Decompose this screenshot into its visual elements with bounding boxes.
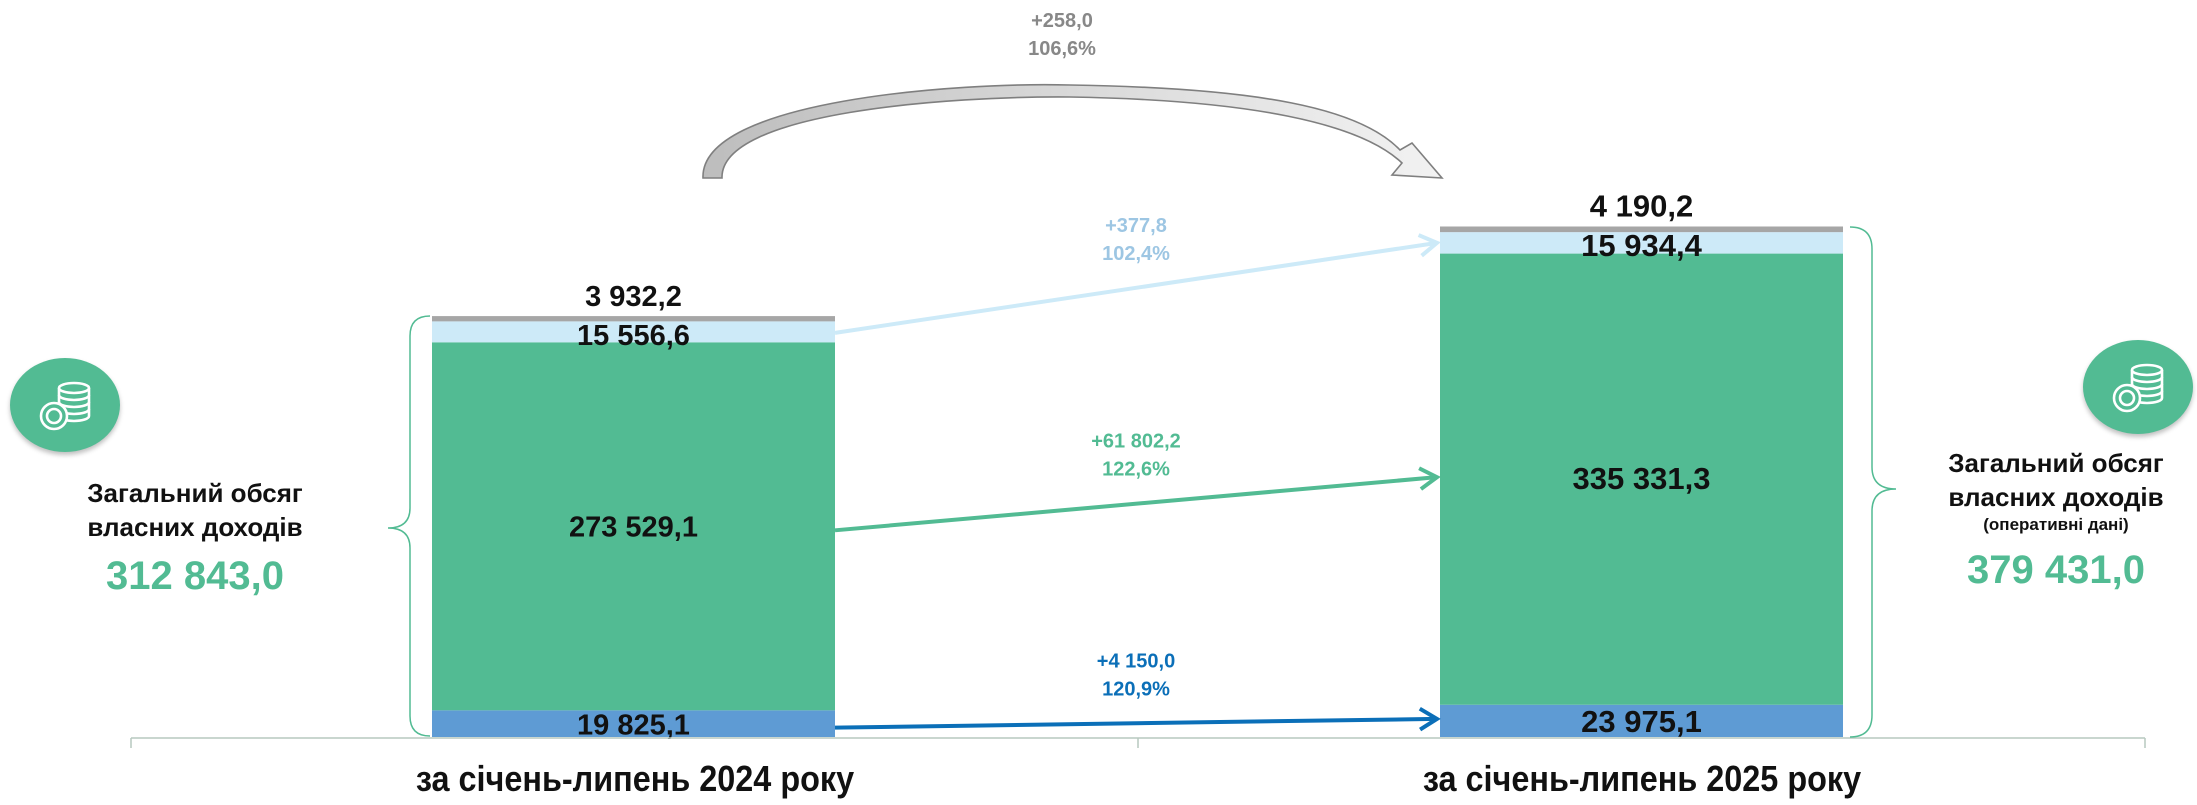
right-total-panel: Загальний обсяг власних доходів (операти… <box>1906 446 2197 594</box>
change-arrow-head-2 <box>1417 233 1441 258</box>
bar-segment-2024-1 <box>432 342 835 711</box>
bar-value-label-2025-0: 23 975,1 <box>1581 704 1702 739</box>
bar-segment-2025-2 <box>1440 232 1843 254</box>
right-total-note: (оперативні дані) <box>1983 515 2129 534</box>
change-arrow-line-1 <box>834 475 1438 533</box>
left-total-title-line1: Загальний обсяг <box>87 478 303 508</box>
bar-value-label-2025-2: 15 934,4 <box>1581 228 1702 263</box>
bar-value-label-2025-3: 4 190,2 <box>1590 189 1693 224</box>
change-delta-label-0: +4 150,0 <box>1097 650 1175 672</box>
bar-segment-2024-3 <box>432 316 835 322</box>
bar-segment-2025-1 <box>1440 253 1843 705</box>
bar-value-label-2024-3: 3 932,2 <box>585 281 682 313</box>
total-change-delta: +258,0 <box>1031 10 1093 32</box>
bar-value-label-2024-2: 15 556,6 <box>577 320 690 352</box>
right-total-title-line1: Загальний обсяг <box>1948 448 2164 478</box>
bar-segment-2025-3 <box>1440 226 1843 233</box>
change-arrow-line-2 <box>834 240 1438 335</box>
change-percent-label-0: 120,9% <box>1102 678 1170 700</box>
right-total-value: 379 431,0 <box>1967 548 2145 592</box>
bar-segment-2025-0 <box>1440 704 1843 737</box>
change-percent-label-2: 102,4% <box>1102 243 1170 265</box>
category-label-2025: за січень-липень 2025 року <box>1422 758 1862 799</box>
bar-segment-2024-2 <box>432 321 835 343</box>
coins-icon <box>2112 363 2164 413</box>
change-arrow-head-0 <box>1418 706 1441 732</box>
left-total-title-line2: власних доходів <box>87 512 303 542</box>
change-delta-label-1: +61 802,2 <box>1091 431 1181 453</box>
right-total-brace <box>1849 226 1897 738</box>
left-coins-badge <box>10 358 120 452</box>
left-total-brace <box>387 315 431 737</box>
total-change-percent: 106,6% <box>1028 38 1096 60</box>
coins-icon <box>39 381 91 431</box>
left-total-value: 312 843,0 <box>106 554 284 598</box>
total-change-arrow <box>702 83 1444 179</box>
bar-value-label-2024-0: 19 825,1 <box>577 710 690 742</box>
change-delta-label-2: +377,8 <box>1105 215 1167 237</box>
change-arrow-line-0 <box>834 716 1438 730</box>
bar-value-label-2024-1: 273 529,1 <box>569 511 698 543</box>
bar-value-label-2025-1: 335 331,3 <box>1573 461 1711 496</box>
change-percent-label-1: 122,6% <box>1102 459 1170 481</box>
bar-segment-2024-0 <box>432 710 835 737</box>
category-label-2024: за січень-липень 2024 року <box>415 758 855 799</box>
right-coins-badge <box>2083 340 2193 434</box>
right-total-title-line2: власних доходів <box>1948 482 2164 512</box>
change-arrow-head-1 <box>1418 466 1441 491</box>
left-total-panel: Загальний обсяг власних доходів 312 843,… <box>40 476 350 600</box>
